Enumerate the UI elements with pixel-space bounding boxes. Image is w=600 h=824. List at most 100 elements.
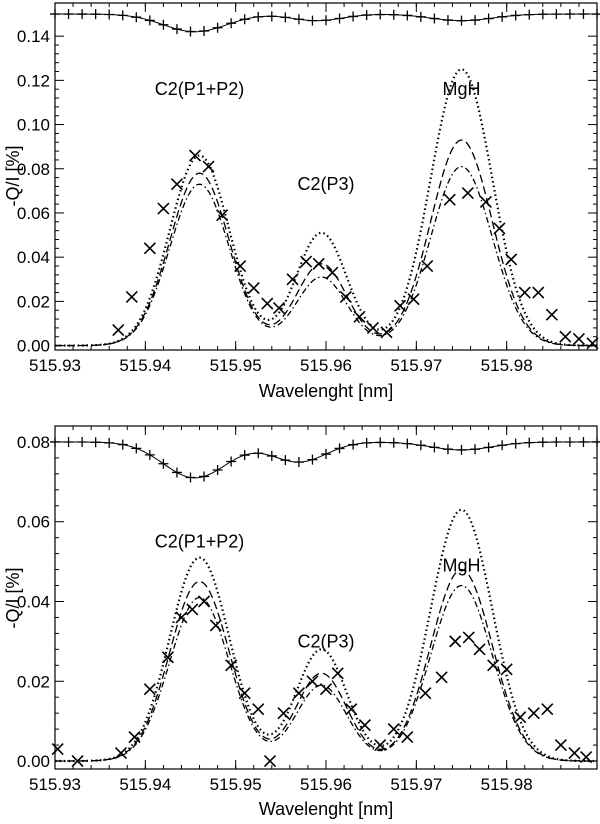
y-tick-label: 0.12 [17, 71, 50, 90]
x-tick-label: 515.95 [210, 775, 262, 794]
observed-x-marker [559, 330, 572, 343]
plus-marker [239, 14, 250, 25]
y-tick-label: 0.14 [17, 27, 50, 46]
observed-x-marker [514, 711, 527, 724]
observed-x-marker [51, 742, 64, 756]
observed-x-marker [170, 178, 184, 191]
observed-x-marker [353, 310, 366, 323]
plus-marker [375, 437, 386, 448]
x-tick-label: 515.94 [119, 356, 171, 375]
plus-marker [348, 11, 359, 22]
bottom-panel-marks [50, 436, 600, 768]
plus-marker [253, 11, 264, 22]
y-tick-label: 0.00 [17, 752, 50, 771]
plus-marker [280, 12, 291, 23]
observed-x-marker [462, 631, 475, 644]
observed-x-marker [125, 290, 138, 304]
observed-x-marker [586, 337, 599, 350]
y-tick-label: 0.04 [17, 592, 50, 611]
observed-x-marker [114, 746, 128, 760]
y-tick-label: 0.02 [17, 672, 50, 691]
top-x-axis-label: Wavelenght [nm] [259, 381, 393, 401]
observed-x-marker [143, 242, 156, 255]
bottom-y-tick-labels: 0.00 0.02 0.04 0.06 0.08 [17, 433, 50, 771]
plus-marker [578, 436, 589, 447]
plus-marker [388, 9, 399, 20]
plus-marker [90, 9, 101, 20]
plus-marker [361, 10, 372, 21]
y-tick-label: 0.02 [17, 292, 50, 311]
plus-marker [77, 437, 88, 448]
plus-marker [144, 449, 155, 460]
plus-marker [321, 15, 331, 26]
x-tick-label: 515.98 [481, 775, 533, 794]
model-line-dashed [55, 568, 597, 762]
plus-marker [117, 10, 128, 21]
plus-marker [537, 437, 548, 448]
y-tick-label: 0.04 [17, 248, 50, 267]
observed-x-marker [572, 332, 585, 346]
plus-marker [456, 15, 467, 26]
plus-marker [212, 22, 223, 33]
y-tick-label: 0.06 [17, 204, 50, 223]
plus-marker [348, 439, 359, 450]
observed-x-marker [261, 297, 274, 310]
observed-x-marker [479, 195, 492, 208]
observed-x-marker [505, 253, 518, 266]
plus-marker [510, 438, 521, 449]
model-line-dotted [55, 68, 597, 347]
plus-marker [63, 9, 74, 20]
plus-marker [266, 11, 277, 22]
observed-x-marker [306, 675, 319, 688]
plus-marker [158, 458, 169, 469]
annotation-mgh: MgH [442, 556, 480, 576]
x-tick-label: 515.98 [481, 356, 533, 375]
observed-x-marker [541, 703, 554, 716]
plus-marker [90, 437, 101, 448]
observed-x-marker [202, 160, 215, 173]
observed-x-marker [326, 266, 339, 279]
plus-marker [429, 442, 440, 453]
observed-x-marker [527, 707, 540, 720]
plus-marker [293, 457, 304, 468]
plus-marker [564, 9, 575, 20]
plus-marker [497, 440, 508, 451]
observed-x-marker [234, 259, 247, 273]
annotation-c2-p3: C2(P3) [297, 174, 354, 194]
top-x-tick-labels: 515.93 515.94 515.95 515.96 515.97 515.9… [29, 356, 533, 375]
observed-x-marker [443, 193, 456, 206]
x-tick-label: 515.96 [300, 356, 352, 375]
observed-x-marker [157, 202, 170, 215]
observed-x-marker [345, 703, 358, 716]
plus-marker [483, 442, 494, 453]
plus-marker [415, 11, 426, 22]
observed-x-marker [401, 731, 414, 744]
observed-x-marker [197, 595, 211, 608]
observed-x-marker [263, 754, 277, 768]
observed-x-marker [188, 149, 202, 162]
y-tick-label: 0.06 [17, 513, 50, 532]
plus-marker [524, 437, 535, 448]
top-panel: 515.93 515.94 515.95 515.96 515.97 515.9… [3, 2, 600, 401]
observed-x-marker [419, 687, 432, 700]
plus-marker [334, 13, 345, 24]
plus-marker [171, 24, 182, 35]
observed-x-marker [366, 321, 380, 334]
plus-marker [415, 440, 426, 451]
plus-marker [564, 436, 575, 447]
plus-marker [402, 438, 413, 449]
observed-x-marker [339, 290, 352, 304]
observed-x-marker [247, 282, 260, 295]
plus-marker [131, 443, 142, 454]
plus-marker [226, 18, 237, 29]
observed-x-marker [435, 671, 448, 684]
observed-x-marker [175, 611, 188, 624]
plus-marker [239, 450, 250, 461]
top-panel-ticks [54, 3, 598, 350]
plus-marker [510, 10, 521, 21]
plus-marker [551, 9, 562, 20]
plus-marker [456, 444, 467, 455]
x-tick-label: 515.94 [119, 775, 171, 794]
plus-marker [442, 444, 453, 455]
